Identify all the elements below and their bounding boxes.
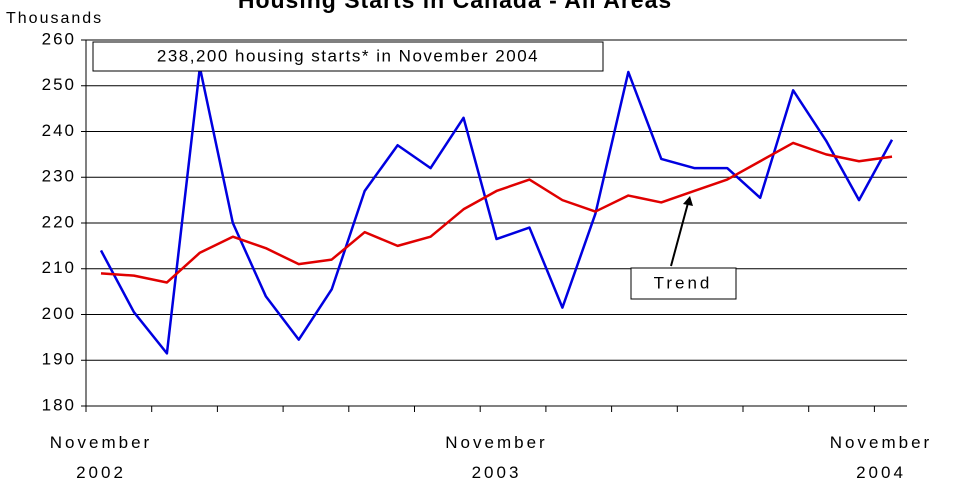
y-tick-label: 190 xyxy=(42,350,76,369)
annotation-arrow xyxy=(670,202,689,267)
y-tick-label: 250 xyxy=(42,75,76,94)
annotation-box xyxy=(630,267,737,300)
y-tick-label: 180 xyxy=(42,395,76,414)
chart-title: Housing Starts in Canada - All Areas xyxy=(238,0,672,13)
annotation-arrowhead xyxy=(683,196,693,206)
y-tick-label: 220 xyxy=(42,212,76,231)
line-series xyxy=(99,66,894,355)
annotation: Trend xyxy=(654,273,713,292)
y-tick-label: 210 xyxy=(42,258,76,277)
x-tick-label: November 2004 xyxy=(829,433,933,482)
y-tick-label: 240 xyxy=(42,121,76,140)
annotation: 238,200 housing starts* in November 2004 xyxy=(157,46,539,65)
y-axis-label: Thousands xyxy=(6,10,103,27)
x-tick-label: November 2002 xyxy=(49,433,153,482)
y-tick-label: 230 xyxy=(42,167,76,186)
y-tick-label: 260 xyxy=(42,29,76,48)
line-series xyxy=(100,141,893,284)
annotation-box xyxy=(92,41,604,72)
y-tick-label: 200 xyxy=(42,304,76,323)
x-tick-label: November 2003 xyxy=(445,433,548,482)
